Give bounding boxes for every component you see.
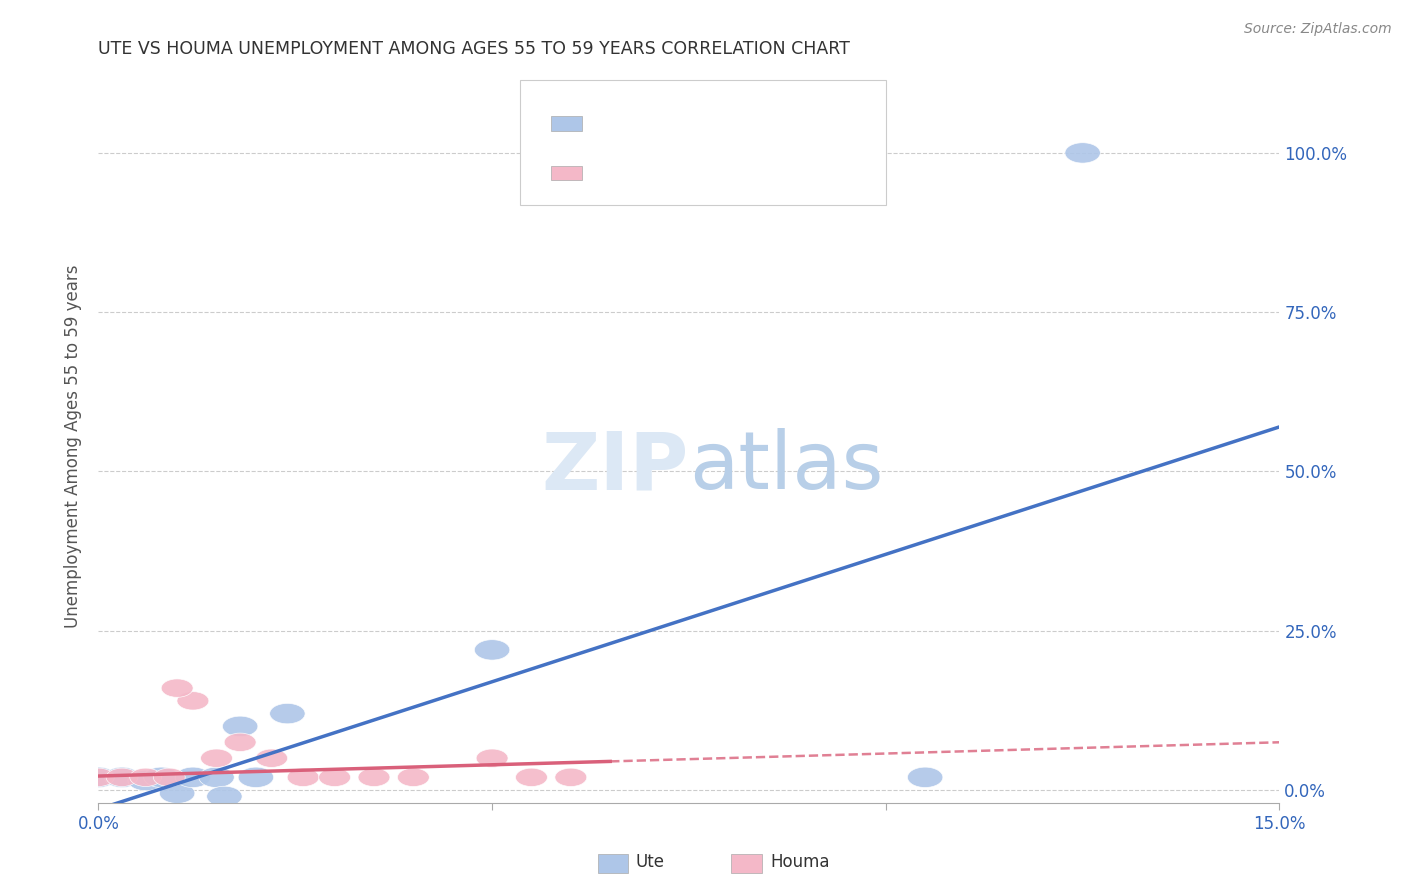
Ellipse shape (256, 749, 288, 767)
Text: 11: 11 (731, 114, 756, 132)
Ellipse shape (287, 768, 319, 787)
Text: UTE VS HOUMA UNEMPLOYMENT AMONG AGES 55 TO 59 YEARS CORRELATION CHART: UTE VS HOUMA UNEMPLOYMENT AMONG AGES 55 … (98, 40, 851, 58)
Ellipse shape (319, 768, 350, 787)
Ellipse shape (907, 767, 943, 788)
Ellipse shape (270, 704, 305, 723)
Ellipse shape (80, 767, 117, 788)
Text: 15: 15 (731, 164, 756, 182)
Ellipse shape (222, 716, 257, 737)
Ellipse shape (104, 767, 139, 788)
Text: 0.127: 0.127 (630, 164, 686, 182)
Y-axis label: Unemployment Among Ages 55 to 59 years: Unemployment Among Ages 55 to 59 years (65, 264, 83, 628)
Ellipse shape (359, 768, 389, 787)
Ellipse shape (477, 749, 508, 767)
Ellipse shape (198, 767, 235, 788)
Ellipse shape (555, 768, 586, 787)
Text: atlas: atlas (689, 428, 883, 507)
Ellipse shape (129, 768, 162, 787)
Ellipse shape (143, 767, 179, 788)
Ellipse shape (159, 783, 195, 804)
Text: Ute: Ute (636, 853, 665, 871)
Ellipse shape (153, 768, 186, 787)
Ellipse shape (105, 768, 138, 787)
Ellipse shape (238, 767, 274, 788)
Text: N =: N = (692, 164, 731, 182)
Text: N =: N = (692, 114, 731, 132)
Ellipse shape (224, 733, 256, 751)
Text: ZIP: ZIP (541, 428, 689, 507)
Ellipse shape (398, 768, 429, 787)
Ellipse shape (177, 691, 209, 710)
Text: Source: ZipAtlas.com: Source: ZipAtlas.com (1244, 22, 1392, 37)
Ellipse shape (474, 640, 510, 660)
Ellipse shape (1064, 143, 1101, 163)
Text: Houma: Houma (770, 853, 830, 871)
Ellipse shape (176, 767, 211, 788)
Ellipse shape (128, 771, 163, 790)
Ellipse shape (201, 749, 232, 767)
Text: R =: R = (591, 114, 630, 132)
Text: 0.697: 0.697 (630, 114, 686, 132)
Ellipse shape (516, 768, 547, 787)
Text: R =: R = (591, 164, 630, 182)
Ellipse shape (83, 768, 114, 787)
Ellipse shape (207, 786, 242, 806)
Ellipse shape (162, 679, 193, 698)
